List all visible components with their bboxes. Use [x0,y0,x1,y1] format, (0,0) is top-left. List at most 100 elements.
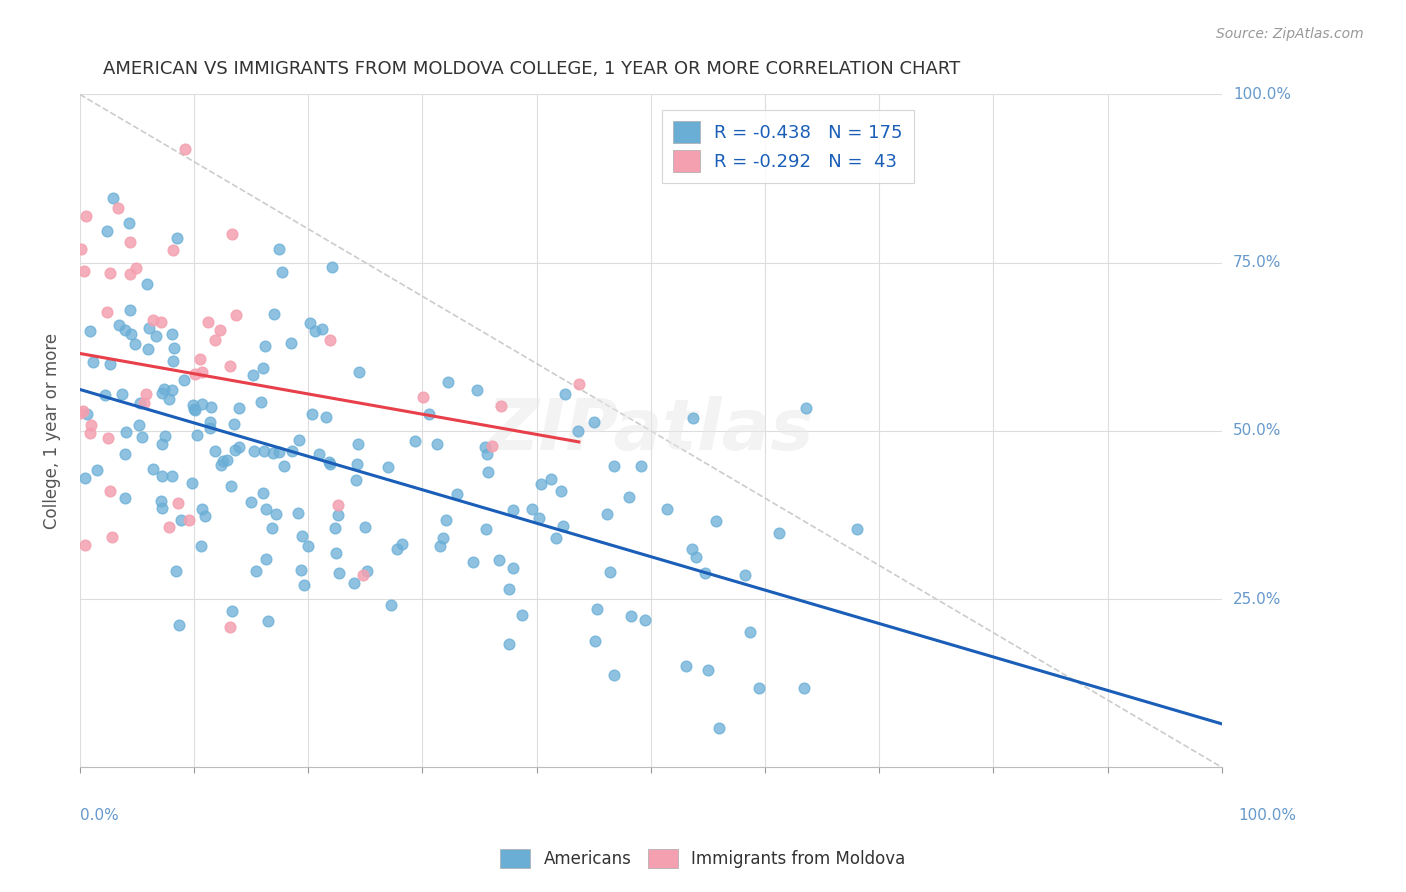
Point [114,491,136,506]
Point [209,323,232,337]
Point [315,409,337,424]
Point [73,471,96,485]
Point [551,519,574,533]
Point [252,361,274,376]
Point [219,479,242,493]
Point [82,355,104,369]
Point [567,425,589,439]
Point [98,484,121,499]
Point [153,383,176,397]
Point [177,513,200,527]
Point [582,415,605,429]
Point [617,490,640,504]
Point [319,333,342,347]
Point [682,411,704,425]
Point [697,663,720,677]
Point [596,508,619,522]
Point [257,614,280,628]
Point [155,429,177,443]
Point [165,564,187,578]
Text: ZIPatlas: ZIPatlas [486,396,814,466]
Point [405,434,427,449]
Point [270,265,292,279]
Point [793,681,815,695]
Point [228,441,250,455]
Point [498,637,520,651]
Point [344,473,367,487]
Point [675,658,697,673]
Point [620,609,643,624]
Point [540,472,562,486]
Point [183,401,205,416]
Point [794,401,817,415]
Text: 50.0%: 50.0% [1233,424,1281,438]
Point [97,431,120,445]
Y-axis label: College, 1 year or more: College, 1 year or more [44,333,60,529]
Point [657,502,679,516]
Point [734,568,756,582]
Point [267,242,290,256]
Point [222,417,245,432]
Point [162,243,184,257]
Legend: Americans, Immigrants from Moldova: Americans, Immigrants from Moldova [494,842,912,875]
Point [585,601,607,615]
Point [287,433,309,447]
Point [162,326,184,341]
Point [191,502,214,516]
Point [167,495,190,509]
Point [412,390,434,404]
Point [253,444,276,458]
Point [160,468,183,483]
Point [128,396,150,410]
Point [103,191,125,205]
Text: 100.0%: 100.0% [1237,807,1296,822]
Point [96,224,118,238]
Point [160,383,183,397]
Point [377,460,399,475]
Point [529,511,551,525]
Point [488,553,510,567]
Point [426,437,449,451]
Point [467,384,489,398]
Point [162,353,184,368]
Point [75,209,97,223]
Point [311,322,333,336]
Point [181,398,204,412]
Point [325,546,347,560]
Point [477,447,499,461]
Point [124,337,146,351]
Point [209,458,232,473]
Point [86,463,108,477]
Point [118,235,141,250]
Point [114,447,136,461]
Point [125,260,148,275]
Point [157,392,180,407]
Point [280,336,302,351]
Point [218,359,240,373]
Point [685,550,707,565]
Point [481,439,503,453]
Point [157,520,180,534]
Point [184,402,207,417]
Point [347,437,370,451]
Point [477,465,499,479]
Point [69,242,91,256]
Point [98,357,121,371]
Point [738,624,761,639]
Point [436,376,458,390]
Point [768,526,790,541]
Point [114,425,136,439]
Point [180,475,202,490]
Point [391,536,413,550]
Point [281,443,304,458]
Point [693,566,716,581]
Text: 100.0%: 100.0% [1233,87,1291,102]
Point [149,315,172,329]
Point [190,539,212,553]
Point [707,721,730,735]
Point [198,415,221,429]
Point [136,343,159,357]
Point [204,334,226,348]
Point [263,307,285,321]
Point [267,445,290,459]
